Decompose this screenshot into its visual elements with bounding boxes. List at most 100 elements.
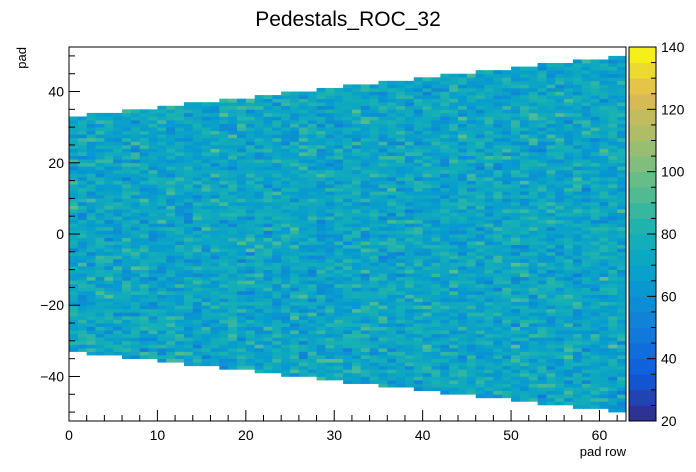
heatmap-cell	[130, 283, 141, 288]
heatmap-cell	[77, 230, 88, 235]
heatmap-cell	[387, 162, 397, 167]
heatmap-cell	[396, 105, 406, 110]
heatmap-cell	[219, 148, 229, 153]
heatmap-cell	[316, 152, 326, 156]
heatmap-cell	[157, 230, 167, 235]
heatmap-cell	[290, 105, 300, 110]
heatmap-cell	[537, 380, 547, 384]
heatmap-cell	[201, 159, 211, 164]
heatmap-cell	[440, 283, 450, 288]
heatmap-cell	[564, 226, 574, 231]
heatmap-cell	[130, 166, 141, 171]
heatmap-cell	[290, 319, 300, 324]
heatmap-cell	[122, 177, 132, 181]
heatmap-cell	[192, 312, 202, 317]
heatmap-cell	[334, 305, 344, 310]
heatmap-cell	[581, 365, 591, 370]
heatmap-cell	[254, 173, 264, 178]
heatmap-cell	[325, 237, 335, 242]
heatmap-cell	[537, 308, 547, 313]
heatmap-cell	[166, 105, 176, 110]
heatmap-cell	[95, 141, 105, 146]
heatmap-cell	[325, 273, 335, 278]
heatmap-cell	[69, 184, 79, 189]
heatmap-cell	[343, 152, 353, 156]
heatmap-cell	[307, 347, 317, 352]
heatmap-cell	[599, 380, 609, 384]
heatmap-cell	[581, 63, 591, 67]
heatmap-cell	[537, 212, 547, 217]
heatmap-cell	[387, 116, 397, 121]
heatmap-cell	[387, 358, 397, 363]
heatmap-cell	[334, 344, 344, 349]
heatmap-cell	[387, 376, 397, 381]
heatmap-cell	[564, 266, 574, 270]
heatmap-cell	[219, 127, 229, 132]
heatmap-cell	[590, 66, 600, 71]
heatmap-cell	[175, 130, 185, 135]
heatmap-cell	[475, 180, 485, 185]
heatmap-cell	[272, 112, 282, 117]
heatmap-cell	[166, 262, 176, 267]
heatmap-cell	[458, 194, 468, 199]
heatmap-cell	[466, 191, 477, 196]
heatmap-cell	[139, 283, 149, 288]
heatmap-cell	[431, 166, 441, 171]
heatmap-cell	[290, 244, 300, 249]
heatmap-cell	[519, 276, 530, 281]
heatmap-cell	[175, 333, 185, 338]
heatmap-cell	[254, 287, 264, 292]
heatmap-cell	[157, 323, 167, 327]
heatmap-cell	[343, 109, 353, 114]
heatmap-cell	[104, 166, 114, 171]
heatmap-cell	[590, 102, 600, 107]
heatmap-cell	[555, 162, 565, 167]
heatmap-cell	[316, 283, 326, 288]
heatmap-cell	[254, 212, 264, 217]
heatmap-cell	[210, 294, 220, 299]
heatmap-cell	[148, 333, 158, 338]
heatmap-cell	[555, 134, 565, 139]
heatmap-cell	[77, 219, 88, 224]
heatmap-cell	[316, 109, 326, 114]
heatmap-cell	[564, 152, 574, 156]
heatmap-cell	[77, 159, 88, 164]
heatmap-cell	[572, 201, 583, 206]
heatmap-cell	[555, 387, 565, 392]
heatmap-cell	[555, 230, 565, 235]
heatmap-cell	[307, 340, 317, 345]
heatmap-cell	[378, 337, 388, 342]
heatmap-cell	[77, 262, 88, 267]
heatmap-cell	[210, 290, 220, 295]
heatmap-cell	[263, 298, 273, 303]
heatmap-cell	[281, 301, 291, 306]
heatmap-cell	[555, 280, 565, 285]
heatmap-cell	[351, 226, 362, 231]
heatmap-cell	[316, 194, 326, 199]
heatmap-cell	[564, 148, 574, 153]
heatmap-cell	[440, 362, 450, 367]
heatmap-cell	[413, 209, 423, 213]
heatmap-cell	[245, 169, 256, 174]
heatmap-cell	[307, 308, 317, 313]
heatmap-cell	[130, 312, 141, 317]
heatmap-cell	[511, 258, 521, 263]
heatmap-cell	[104, 319, 114, 324]
heatmap-cell	[502, 98, 512, 103]
heatmap-cell	[449, 330, 459, 335]
heatmap-cell	[387, 319, 397, 324]
heatmap-cell	[201, 358, 211, 363]
heatmap-cell	[307, 148, 317, 153]
heatmap-cell	[254, 180, 264, 185]
heatmap-cell	[484, 394, 494, 399]
heatmap-cell	[113, 112, 123, 117]
heatmap-cell	[183, 251, 194, 256]
heatmap-cell	[281, 127, 291, 132]
heatmap-cell	[122, 355, 132, 360]
heatmap-cell	[281, 323, 291, 327]
heatmap-cell	[519, 137, 530, 142]
heatmap-cell	[360, 287, 370, 292]
heatmap-cell	[351, 234, 362, 238]
heatmap-cell	[449, 308, 459, 313]
heatmap-cell	[113, 323, 123, 327]
